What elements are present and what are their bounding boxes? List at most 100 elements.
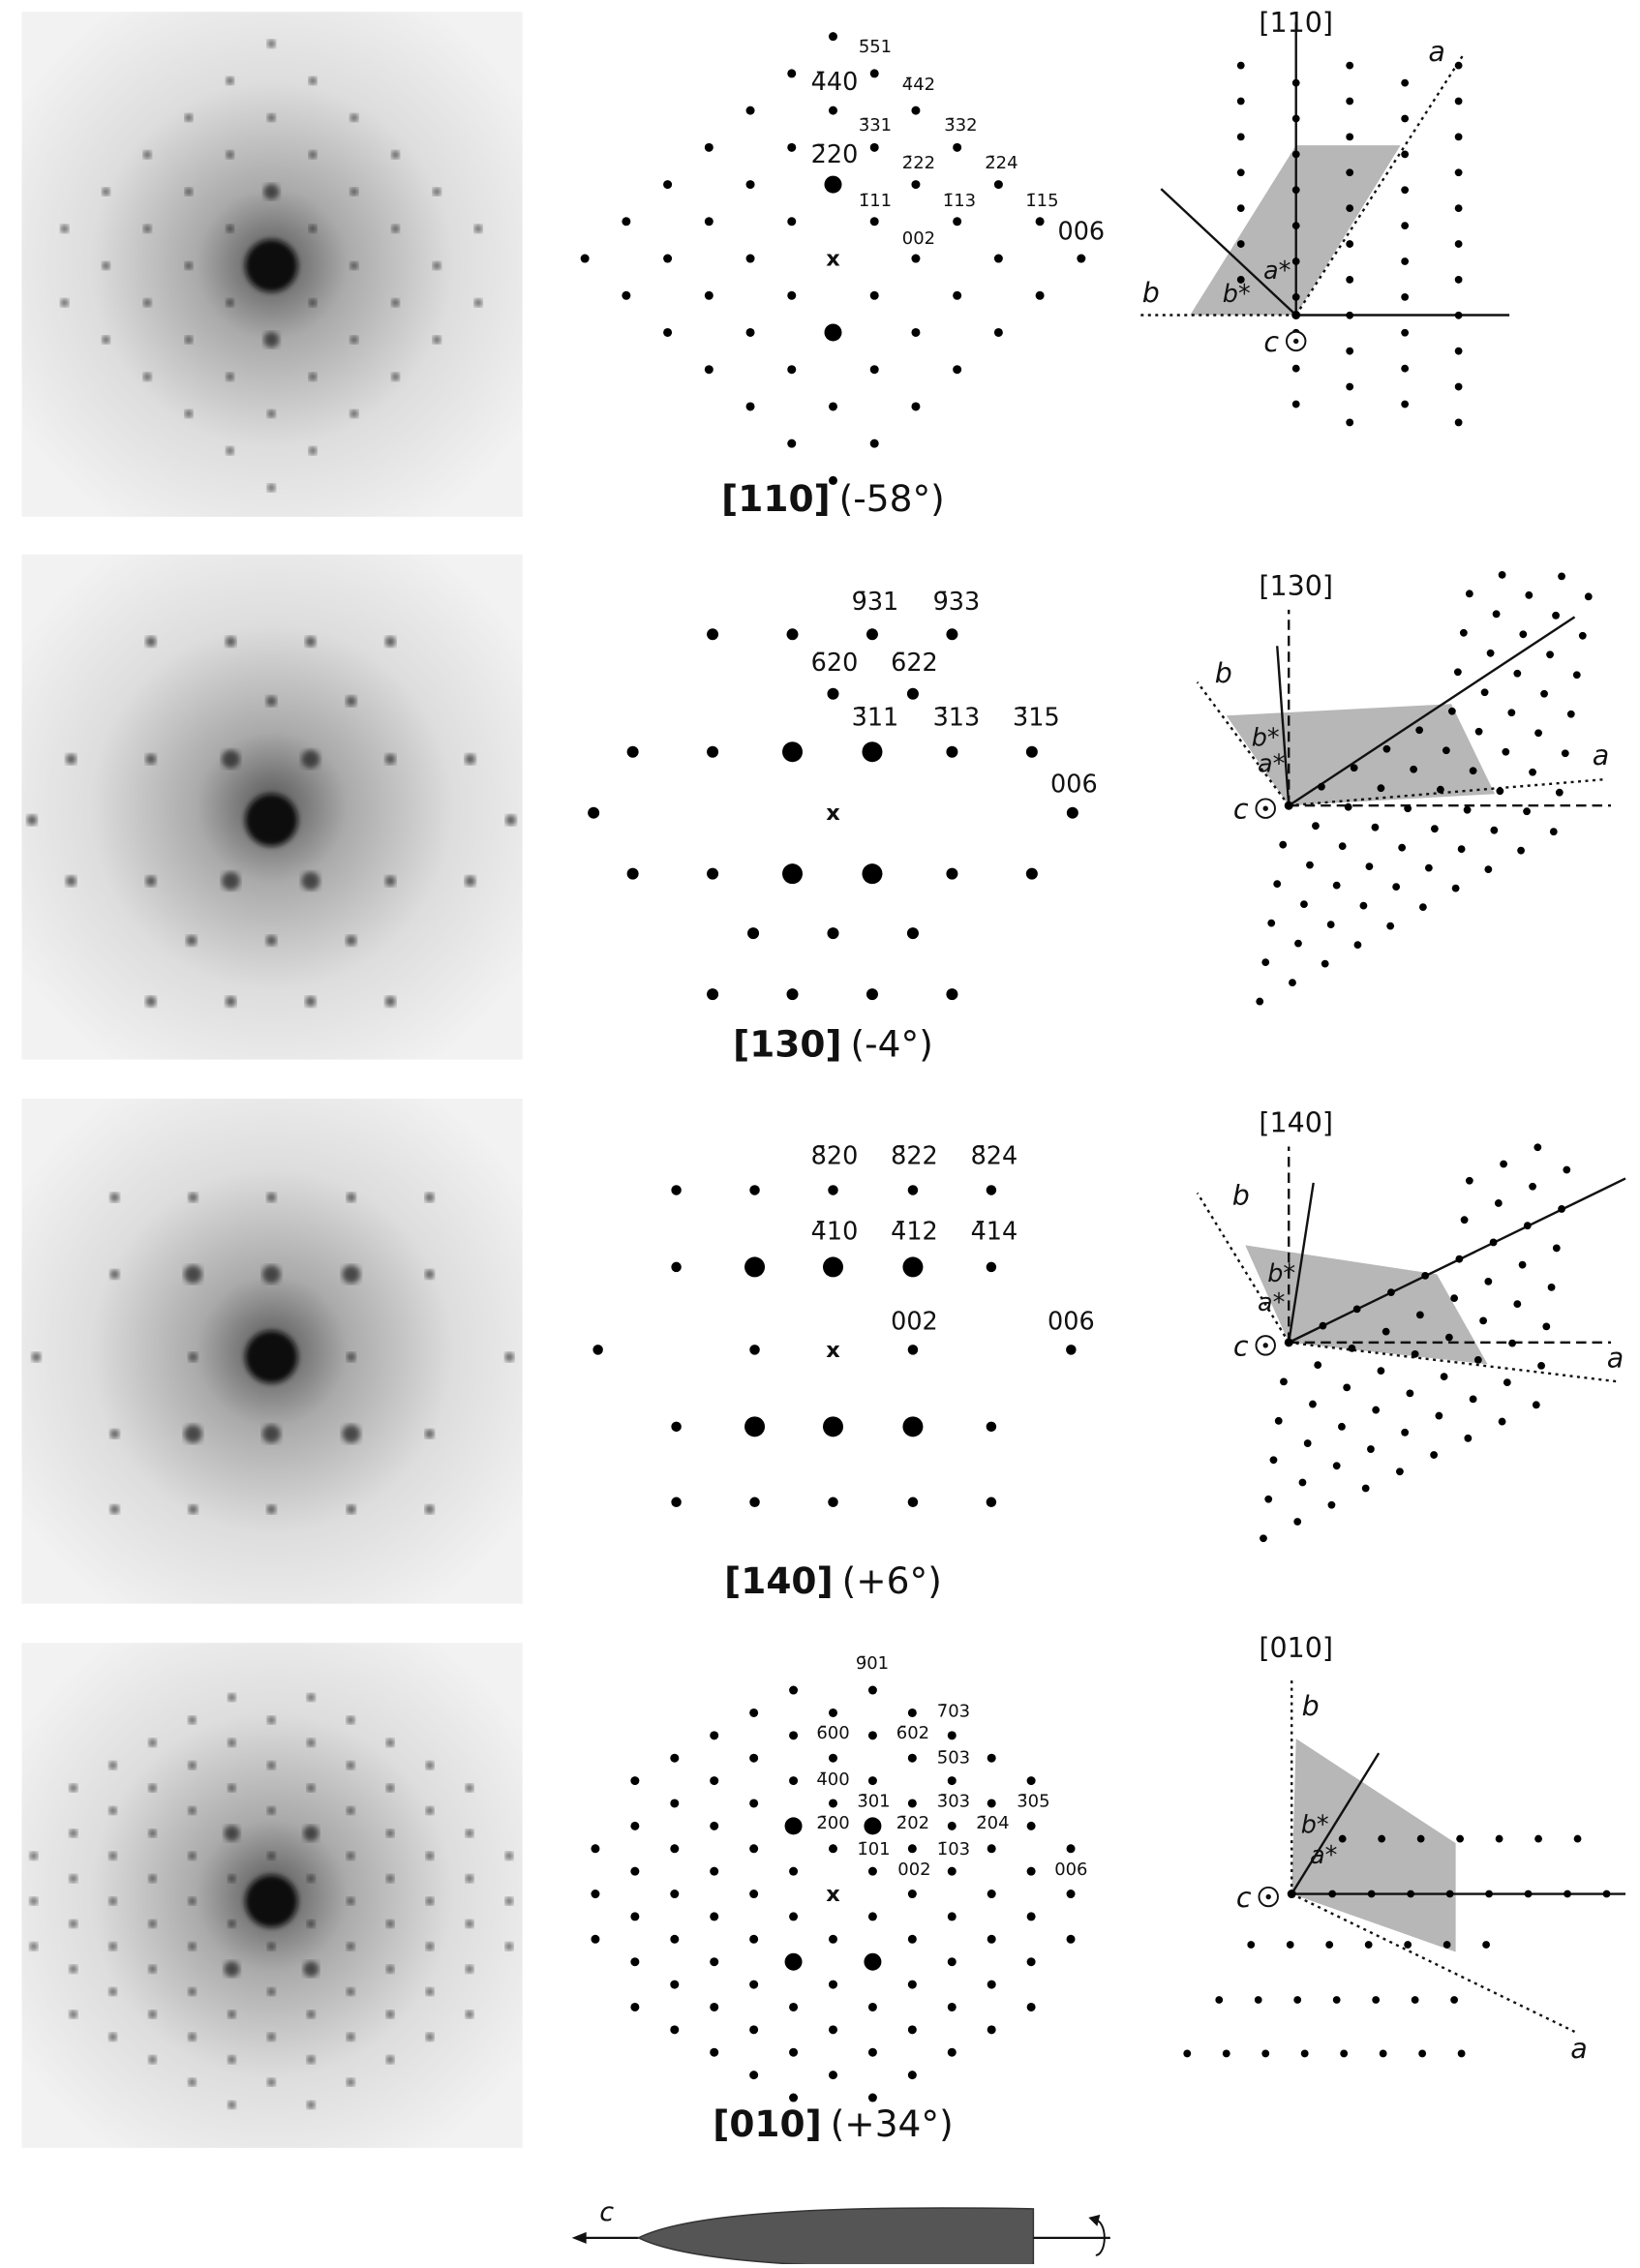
reciprocal-node [1454,97,1463,106]
reciprocal-node [1498,570,1506,579]
experimental-spot [228,2101,236,2109]
reciprocal-node [1464,1434,1473,1442]
direct-axis [1289,1341,1619,1383]
experimental-spot [31,1352,42,1362]
direct-axis [1291,1892,1576,2034]
experimental-spot [465,1920,474,1928]
reciprocal-node [1261,2049,1270,2058]
experimental-spot [188,1715,197,1724]
axis-line [1288,1182,1315,1344]
experimental-spot [386,1965,395,1974]
experimental-spot [221,749,240,769]
reciprocal-node [1549,828,1558,836]
reciprocal-node [1492,610,1501,619]
experimental-spot [347,1987,355,1996]
diffraction-spot [1066,806,1078,819]
experimental-spot [228,1874,236,1883]
reciprocal-node [1338,842,1347,851]
experimental-spot [391,298,400,307]
reciprocal-node [1215,1996,1224,2004]
reciprocal-node [1395,1467,1404,1476]
experimental-spot [347,2078,355,2087]
experimental-spot [267,1761,276,1769]
diffraction-spot [828,475,837,485]
reciprocal-node [1367,1890,1376,1898]
reciprocal-node [1465,590,1473,598]
diffraction-spot [828,106,837,115]
reciprocal-node [1372,1406,1381,1414]
reciprocal-node [1319,1321,1327,1330]
experimental-spot [384,996,396,1007]
reciprocal-node [1486,649,1495,657]
reciprocal-node [1415,726,1424,735]
experimental-spot [188,1852,197,1860]
diffraction-spot [907,2071,917,2080]
experimental-spot [267,483,276,492]
diffraction-spot [828,1844,837,1854]
diffraction-spot [907,1345,919,1355]
reciprocal-node [1401,400,1410,408]
diffraction-spot [789,1912,799,1921]
diffraction-spot [670,1753,680,1763]
experimental-spot [267,40,276,48]
diffraction-spot [1066,1934,1076,1944]
reciprocal-node [1353,941,1362,950]
diffraction-spot [946,988,958,1001]
axis-line [1276,646,1291,806]
reflection-label: 8̄22 [891,1141,938,1170]
reciprocal-node [1469,1395,1477,1404]
diffraction-spot [828,1497,838,1508]
diffraction-spot [626,745,639,758]
reflection-label: 4̄14 [971,1217,1018,1246]
diffraction-spot [907,2025,917,2035]
experimental-spot [184,335,193,345]
diffraction-spot [710,1731,719,1740]
experimental-spot [184,113,193,122]
diffraction-spot [911,106,921,115]
diffraction-spot [827,687,839,700]
reciprocal-node [1572,671,1581,680]
diffraction-spot [592,1345,603,1355]
experimental-spot [261,1264,281,1284]
diffraction-spot [749,1934,759,1944]
central-beam [245,239,298,292]
experimental-spot [346,935,357,947]
reciprocal-node [1513,1300,1522,1309]
experimental-spot [465,753,476,765]
reciprocal-node [1325,1941,1334,1949]
diffraction-spot [710,1912,719,1921]
diffraction-spot [906,687,919,700]
reflection-label: 6̄20 [811,649,859,678]
experimental-spot [148,1965,157,1974]
axis-label-c: c [1233,794,1249,826]
diffraction-spot [1287,1890,1296,1899]
reflection-label: 3̄01 [857,1792,890,1812]
experimental-spot [226,76,234,85]
axis-label-a-star: a* [1263,257,1291,286]
indexed-pattern: x 8̄20 8̄22 8̄24 4̄10 4̄12 4̄14 002 006 [592,1141,1095,1508]
axis-label-a-star: a* [1310,1841,1337,1870]
diffraction-spot [1026,1957,1036,1967]
c-axis-dot [1262,805,1268,811]
diffraction-spot [987,1934,996,1944]
diffraction-spot [710,1821,719,1830]
diffraction-spot [707,867,719,880]
diffraction-spot [622,290,631,300]
experimental-spot [307,2055,316,2064]
experimental-spot [433,188,441,197]
reflection-label: 1̄13 [943,191,976,211]
experimental-spot [305,636,317,648]
experimental-spot [221,871,240,891]
diffraction-spot [869,142,879,152]
zone-label: [010] [1259,1632,1333,1664]
diffraction-spot [907,1497,919,1508]
axis-label-a: a [1570,2033,1587,2065]
experimental-spot [301,749,320,769]
reciprocal-node [1392,883,1401,892]
experimental-spot [108,1896,117,1906]
experimental-spot [309,150,318,159]
diffraction-spot [670,1844,680,1854]
reciprocal-node [1367,1445,1375,1453]
panel: x 9̄01 7̄03 6̄00 6̄02 5̄03 4̄00 3̄01 3̄03 3̄05 2̄0… [21,1632,1626,2148]
experimental-spot [109,1193,120,1202]
